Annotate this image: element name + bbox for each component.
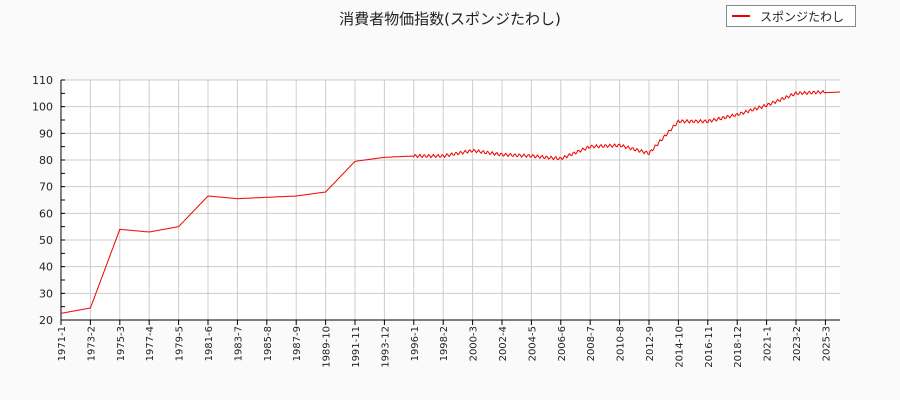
svg-text:50: 50 xyxy=(39,234,53,247)
svg-text:110: 110 xyxy=(32,74,53,87)
svg-text:2010-8: 2010-8 xyxy=(616,326,627,361)
legend-swatch xyxy=(732,15,750,17)
svg-text:100: 100 xyxy=(32,101,53,114)
svg-text:2025-3: 2025-3 xyxy=(821,326,832,361)
svg-text:1983-7: 1983-7 xyxy=(233,326,244,361)
svg-text:1971-1: 1971-1 xyxy=(57,326,68,361)
svg-text:1981-6: 1981-6 xyxy=(204,326,215,361)
svg-text:2000-3: 2000-3 xyxy=(469,326,480,361)
svg-text:40: 40 xyxy=(39,261,53,274)
svg-text:1998-2: 1998-2 xyxy=(439,326,450,361)
svg-text:70: 70 xyxy=(39,181,53,194)
svg-text:1987-9: 1987-9 xyxy=(292,326,303,361)
chart-title: 消費者物価指数(スポンジたわし) xyxy=(339,10,561,28)
svg-text:2014-10: 2014-10 xyxy=(674,326,685,368)
svg-text:90: 90 xyxy=(39,127,53,140)
svg-text:1977-4: 1977-4 xyxy=(145,326,156,361)
svg-text:60: 60 xyxy=(39,207,53,220)
svg-text:2012-9: 2012-9 xyxy=(645,326,656,361)
svg-text:1989-10: 1989-10 xyxy=(322,326,333,368)
legend: スポンジたわし xyxy=(726,5,856,27)
svg-text:1975-3: 1975-3 xyxy=(116,326,127,361)
svg-text:1979-5: 1979-5 xyxy=(175,326,186,361)
svg-text:2018-12: 2018-12 xyxy=(733,326,744,368)
svg-text:2023-2: 2023-2 xyxy=(792,326,803,361)
series-line xyxy=(60,89,841,314)
svg-text:20: 20 xyxy=(39,314,53,327)
svg-text:1973-2: 1973-2 xyxy=(86,326,97,361)
svg-text:1996-1: 1996-1 xyxy=(410,326,421,361)
legend-label: スポンジたわし xyxy=(760,9,845,24)
svg-text:2008-7: 2008-7 xyxy=(586,326,597,361)
svg-text:2021-1: 2021-1 xyxy=(763,326,774,361)
svg-text:30: 30 xyxy=(39,287,53,300)
svg-text:1991-11: 1991-11 xyxy=(351,326,362,368)
svg-text:2016-11: 2016-11 xyxy=(704,326,715,368)
svg-text:2006-6: 2006-6 xyxy=(557,326,568,361)
svg-text:1985-8: 1985-8 xyxy=(263,326,274,361)
svg-text:1993-12: 1993-12 xyxy=(380,326,391,368)
svg-text:2002-4: 2002-4 xyxy=(498,326,509,361)
svg-text:2004-5: 2004-5 xyxy=(527,326,538,361)
svg-text:80: 80 xyxy=(39,154,53,167)
